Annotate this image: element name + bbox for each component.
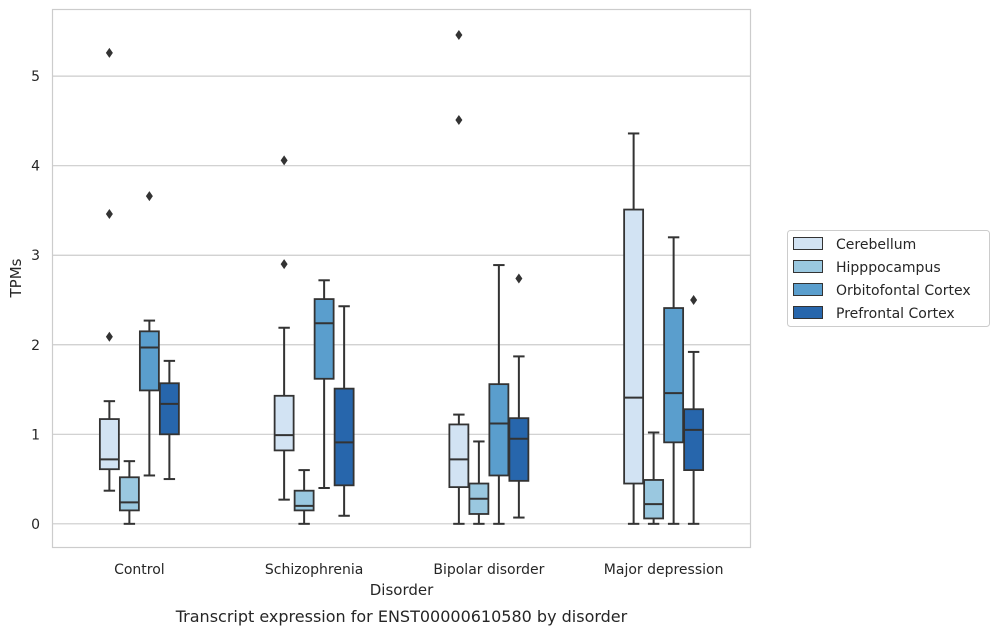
box-body (273, 394, 295, 452)
box-hipppocampus-3 (643, 431, 665, 525)
box-body (488, 383, 510, 477)
x-tick-label: Bipolar disorder (433, 562, 544, 578)
x-tick-label: Schizophrenia (265, 562, 363, 578)
y-tick-label: 2 (31, 338, 40, 354)
box-orbitofontal-cortex-0 (138, 191, 160, 477)
outlier-point (280, 259, 288, 270)
legend-label: Hipppocampus (836, 260, 941, 276)
y-tick-label: 1 (31, 427, 40, 443)
box-body (683, 408, 705, 472)
plot-area-frame (51, 8, 752, 549)
box-hipppocampus-1 (293, 469, 315, 525)
x-tick-label: Control (114, 562, 165, 578)
legend-label: Cerebellum (836, 237, 916, 253)
x-axis-label: Disorder (370, 581, 434, 599)
box-body (448, 423, 470, 489)
legend-label: Orbitofontal Cortex (836, 283, 971, 299)
box-plots (98, 29, 705, 525)
box-body (313, 298, 335, 380)
box-hipppocampus-0 (118, 460, 140, 525)
box-prefrontal-cortex-3 (683, 294, 705, 525)
outlier-point (690, 294, 698, 305)
chart-title: Transcript expression for ENST0000061058… (175, 607, 628, 626)
x-tick-label: Major depression (604, 562, 724, 578)
outlier-point (515, 273, 523, 284)
box-prefrontal-cortex-1 (333, 305, 355, 517)
y-axis-label: TPMs (7, 258, 25, 298)
box-body (138, 330, 160, 392)
legend: Cerebellum Hipppocampus Orbitofontal Corte… (787, 230, 990, 327)
legend-frame (787, 230, 990, 327)
gridlines (52, 75, 751, 525)
box-body (333, 387, 355, 487)
box-orbitofontal-cortex-3 (663, 236, 685, 525)
x-tick-labels: Control Schizophrenia Bipolar disorder Majo… (114, 562, 723, 578)
legend-swatch (793, 283, 823, 296)
box-prefrontal-cortex-0 (158, 359, 180, 481)
box-body (98, 418, 120, 471)
box-body (158, 382, 180, 436)
legend-swatch (793, 237, 823, 250)
box-body (293, 489, 315, 512)
outlier-point (455, 115, 463, 126)
outlier-point (145, 191, 153, 202)
y-tick-label: 5 (31, 69, 40, 85)
box-cerebellum-1 (273, 155, 295, 501)
box-body (623, 208, 645, 485)
box-prefrontal-cortex-2 (508, 273, 530, 519)
legend-swatch (793, 306, 823, 319)
box-body (118, 476, 140, 512)
box-cerebellum-0 (98, 47, 120, 492)
outlier-point (105, 331, 113, 342)
outlier-point (280, 155, 288, 166)
box-cerebellum-2 (448, 29, 470, 525)
outlier-point (105, 47, 113, 58)
box-orbitofontal-cortex-1 (313, 279, 335, 490)
outlier-point (105, 209, 113, 220)
legend-swatch (793, 260, 823, 273)
box-body (643, 479, 665, 520)
box-body (508, 417, 530, 482)
outlier-point (455, 29, 463, 40)
box-cerebellum-3 (623, 132, 645, 525)
y-tick-label: 0 (31, 517, 40, 533)
legend-label: Prefrontal Cortex (836, 306, 955, 322)
y-tick-labels: 0 1 2 3 4 5 (31, 69, 40, 533)
box-hipppocampus-2 (468, 440, 490, 525)
y-tick-label: 3 (31, 248, 40, 264)
box-orbitofontal-cortex-2 (488, 264, 510, 525)
box-body (663, 307, 685, 444)
y-tick-label: 4 (31, 159, 40, 175)
